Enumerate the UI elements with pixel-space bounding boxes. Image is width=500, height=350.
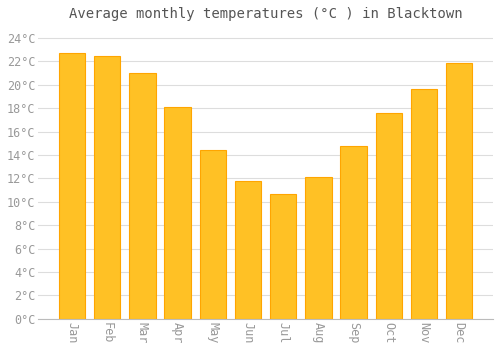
Bar (164, 107, 191, 319)
Bar (376, 113, 402, 319)
Title: Average monthly temperatures (°C ) in Blacktown: Average monthly temperatures (°C ) in Bl… (69, 7, 462, 21)
Bar (94, 56, 120, 319)
Bar (130, 73, 156, 319)
Bar (411, 90, 437, 319)
Bar (235, 181, 261, 319)
Bar (340, 146, 367, 319)
Bar (200, 150, 226, 319)
Bar (270, 194, 296, 319)
Bar (59, 53, 86, 319)
Bar (305, 177, 332, 319)
Bar (446, 63, 472, 319)
